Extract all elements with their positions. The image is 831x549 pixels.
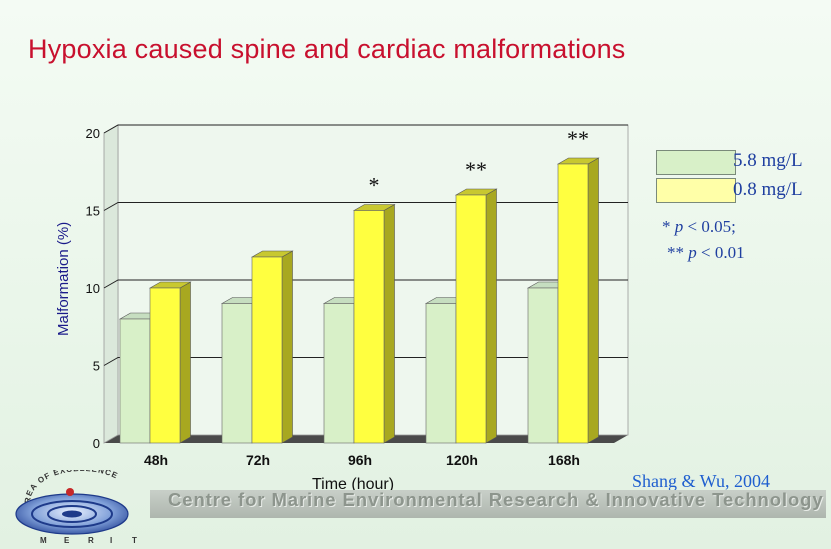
bar-front: [149, 287, 181, 444]
footer-institution: Centre for Marine Environmental Research…: [168, 489, 824, 510]
x-tick-label: 168h: [548, 452, 580, 468]
logo-letter: M: [40, 536, 47, 545]
logo-letter: R: [88, 536, 94, 545]
y-tick-label: 15: [86, 204, 100, 219]
bar-front: [455, 194, 487, 444]
note-stars: **: [667, 243, 684, 262]
gridline: [103, 124, 628, 134]
note-p: p: [688, 243, 697, 262]
bar-front: [119, 318, 151, 444]
bar-hypoxia: [454, 188, 498, 444]
y-tick-label: 20: [86, 126, 100, 141]
significance-marks: *****: [369, 126, 590, 198]
y-tick-label: 10: [86, 281, 100, 296]
logo-letter: I: [110, 536, 112, 545]
x-tick-label: 72h: [246, 452, 270, 468]
bar-hypoxia: [148, 281, 192, 444]
citation: Shang & Wu, 2004: [632, 471, 770, 491]
x-tick-label: 120h: [446, 452, 478, 468]
x-tick-label: 96h: [348, 452, 372, 468]
note-threshold: < 0.01: [696, 243, 745, 262]
significance-note-1: * p < 0.05;: [662, 217, 736, 237]
legend-label-5-8: 5.8 mg/L: [733, 150, 803, 171]
y-tick-label: 5: [93, 359, 100, 374]
note-p: p: [674, 217, 684, 236]
y-tick-label: 0: [93, 436, 100, 451]
y-axis-ticks: 0 5 10 15 20: [86, 126, 100, 451]
note-star: *: [662, 217, 671, 236]
bar-hypoxia: [352, 203, 396, 444]
significance-note-2: ** p < 0.01: [667, 243, 745, 263]
bar-front: [251, 256, 283, 444]
slide-title: Hypoxia caused spine and cardiac malform…: [28, 34, 626, 64]
legend-swatch-5-8: [656, 150, 736, 175]
bar-front: [323, 303, 355, 444]
x-axis-label: Time (hour): [312, 476, 394, 493]
legend-swatch-0-8: [656, 178, 736, 203]
bar-front: [425, 303, 457, 444]
logo-letter: E: [64, 536, 70, 545]
x-axis-labels: 48h 72h 96h 120h 168h: [144, 452, 580, 468]
significance-mark: **: [465, 157, 487, 182]
bar-front: [353, 210, 385, 444]
x-tick-label: 48h: [144, 452, 168, 468]
significance-mark: *: [369, 173, 380, 198]
bar-hypoxia: [556, 157, 600, 444]
bar-side: [485, 188, 497, 444]
y-axis-label: Malformation (%): [55, 222, 72, 336]
bar-hypoxia: [250, 250, 294, 444]
significance-mark: **: [567, 126, 589, 151]
footer-band: [150, 490, 826, 518]
bar-front: [557, 163, 589, 444]
bar-side: [587, 157, 599, 444]
bars: [118, 157, 600, 444]
bar-front: [527, 287, 559, 444]
bar-side: [179, 281, 191, 444]
merit-logo-icon: AREA OF EXCELLENCE M E R I T: [15, 470, 137, 545]
logo-letter: T: [132, 536, 137, 545]
bar-front: [221, 303, 253, 444]
note-threshold: < 0.05;: [683, 217, 736, 236]
legend-label-0-8: 0.8 mg/L: [733, 179, 803, 200]
bar-side: [281, 250, 293, 444]
bar-side: [383, 203, 395, 444]
